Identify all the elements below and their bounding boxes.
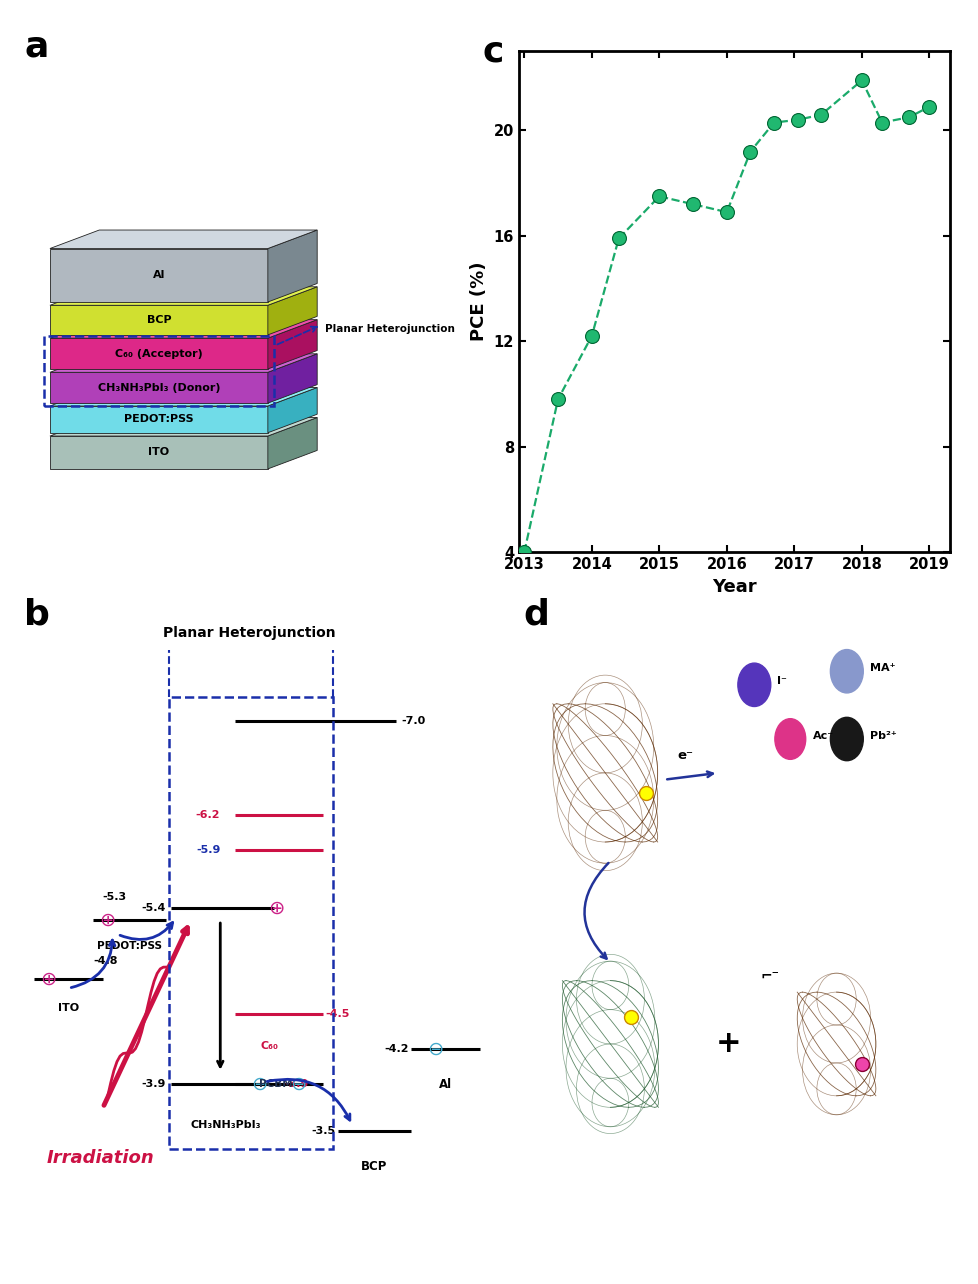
Point	[789, 109, 805, 130]
Point	[853, 71, 868, 91]
Polygon shape	[50, 286, 317, 306]
Text: Al: Al	[438, 1077, 452, 1091]
Point	[685, 194, 700, 214]
X-axis label: Year: Year	[711, 578, 756, 596]
Text: -3.5: -3.5	[311, 1126, 334, 1136]
Point	[516, 542, 532, 562]
Text: Planar Heterojunction: Planar Heterojunction	[163, 625, 335, 639]
Text: CH₃NH₃PbI₃: CH₃NH₃PbI₃	[191, 1121, 261, 1130]
Polygon shape	[268, 286, 317, 335]
Polygon shape	[50, 338, 268, 369]
Bar	[44, 335, 274, 406]
Point	[920, 96, 936, 117]
Text: MA⁺: MA⁺	[869, 663, 895, 673]
Text: e⁻: e⁻	[677, 750, 692, 763]
Circle shape	[829, 650, 863, 693]
Text: a: a	[24, 30, 49, 63]
Point	[622, 1007, 638, 1027]
Text: -5.9: -5.9	[196, 845, 220, 855]
Text: PCBM: PCBM	[259, 1080, 292, 1089]
Text: -5.4: -5.4	[141, 904, 165, 913]
Point	[854, 1054, 869, 1075]
Text: Planar Heterojunction: Planar Heterojunction	[325, 324, 455, 334]
Polygon shape	[268, 230, 317, 302]
Point	[766, 112, 781, 132]
Text: ⊖: ⊖	[251, 1075, 267, 1094]
Text: ⊕: ⊕	[268, 899, 285, 918]
Text: d: d	[523, 597, 549, 630]
Text: Ac⁻: Ac⁻	[813, 731, 833, 741]
Text: ⊕: ⊕	[40, 969, 56, 989]
Circle shape	[775, 719, 805, 759]
Polygon shape	[50, 230, 317, 249]
Polygon shape	[50, 320, 317, 338]
Polygon shape	[50, 417, 317, 437]
Polygon shape	[50, 249, 268, 302]
Text: ⌐⁻: ⌐⁻	[760, 969, 778, 984]
Text: +: +	[715, 1030, 740, 1058]
Text: Pb²⁺: Pb²⁺	[869, 731, 896, 741]
Polygon shape	[268, 354, 317, 403]
Text: -4.8: -4.8	[93, 957, 117, 966]
Point	[813, 104, 828, 125]
Text: b: b	[24, 597, 50, 630]
Text: PEDOT:PSS: PEDOT:PSS	[97, 941, 162, 951]
Text: BCP: BCP	[361, 1159, 387, 1174]
Text: -3.9: -3.9	[284, 1080, 308, 1089]
Polygon shape	[50, 437, 268, 469]
Text: ITO: ITO	[149, 447, 169, 457]
Text: -4.2: -4.2	[383, 1044, 409, 1054]
Text: c: c	[482, 35, 504, 68]
Text: CH₃NH₃PbI₃ (Donor): CH₃NH₃PbI₃ (Donor)	[98, 383, 220, 393]
Text: I⁻: I⁻	[777, 677, 786, 687]
Point	[583, 326, 599, 347]
Polygon shape	[50, 406, 268, 433]
Text: ⊖: ⊖	[427, 1040, 443, 1059]
Text: -4.5: -4.5	[326, 1009, 349, 1019]
Text: BCP: BCP	[147, 315, 171, 325]
Polygon shape	[268, 388, 317, 433]
Text: C₆₀ (Acceptor): C₆₀ (Acceptor)	[114, 348, 202, 358]
Text: -5.3: -5.3	[103, 891, 127, 901]
Circle shape	[737, 663, 770, 706]
Text: ⊕: ⊕	[100, 910, 115, 930]
Text: ITO: ITO	[58, 1003, 79, 1013]
Point	[650, 186, 666, 207]
Point	[638, 783, 653, 804]
Point	[610, 229, 626, 249]
Point	[742, 141, 758, 162]
Text: Irradiation: Irradiation	[47, 1149, 155, 1167]
Text: C₆₀: C₆₀	[260, 1040, 278, 1050]
Polygon shape	[50, 388, 317, 406]
Polygon shape	[268, 417, 317, 469]
Text: PEDOT:PSS: PEDOT:PSS	[124, 415, 194, 425]
Point	[873, 112, 889, 132]
Polygon shape	[50, 372, 268, 403]
Polygon shape	[268, 320, 317, 369]
Circle shape	[829, 718, 863, 760]
Text: ⊖: ⊖	[290, 1075, 306, 1094]
Text: -3.9: -3.9	[141, 1080, 165, 1089]
Text: -6.2: -6.2	[196, 810, 220, 819]
Y-axis label: PCE (%): PCE (%)	[469, 262, 488, 342]
Text: -7.0: -7.0	[401, 715, 425, 725]
Point	[901, 107, 916, 127]
Polygon shape	[50, 306, 268, 335]
Point	[550, 389, 565, 410]
Polygon shape	[50, 354, 317, 372]
Point	[718, 202, 734, 222]
Text: Al: Al	[153, 270, 165, 280]
